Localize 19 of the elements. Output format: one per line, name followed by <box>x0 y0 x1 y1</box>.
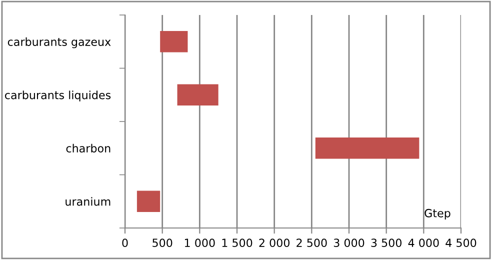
x-tick-label: 3 000 <box>334 238 364 248</box>
annotation: Gtep <box>424 208 450 220</box>
x-tick-label: 4 000 <box>408 238 439 248</box>
x-tick-label: 2 500 <box>296 238 327 248</box>
y-tick-label: carburants gazeux <box>8 37 111 48</box>
bar <box>160 30 188 52</box>
x-tick-label: 500 <box>152 238 172 248</box>
x-tick-label: 2 000 <box>259 238 290 248</box>
x-tick-label: 3 500 <box>371 238 402 248</box>
bar <box>136 190 160 212</box>
x-tick-label: 4 500 <box>446 238 476 248</box>
bar <box>177 84 218 106</box>
bar <box>315 137 420 159</box>
x-tick-label: 1 500 <box>222 238 252 248</box>
y-tick-label: uranium <box>66 197 110 206</box>
x-tick-label: 0 <box>122 238 128 248</box>
y-tick-label: carburants liquides <box>5 90 111 102</box>
x-tick-label: 1 000 <box>184 238 215 248</box>
y-tick-label: charbon <box>66 144 110 153</box>
